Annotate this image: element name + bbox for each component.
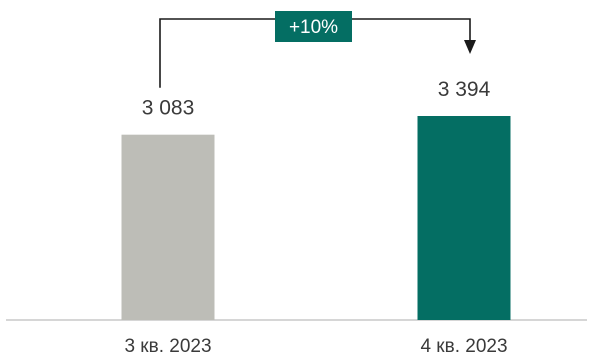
arrow-down-icon	[464, 40, 476, 54]
change-percent-label: +10%	[289, 17, 338, 38]
change-badge	[275, 11, 352, 42]
category-label-q3-2023: 3 кв. 2023	[124, 336, 211, 354]
category-label-q4-2023: 4 кв. 2023	[420, 336, 507, 354]
value-label-q3-2023: 3 083	[142, 97, 195, 120]
bar-q4-2023	[417, 116, 511, 320]
value-label-q4-2023: 3 394	[438, 78, 491, 101]
bar-q3-2023	[121, 134, 215, 320]
